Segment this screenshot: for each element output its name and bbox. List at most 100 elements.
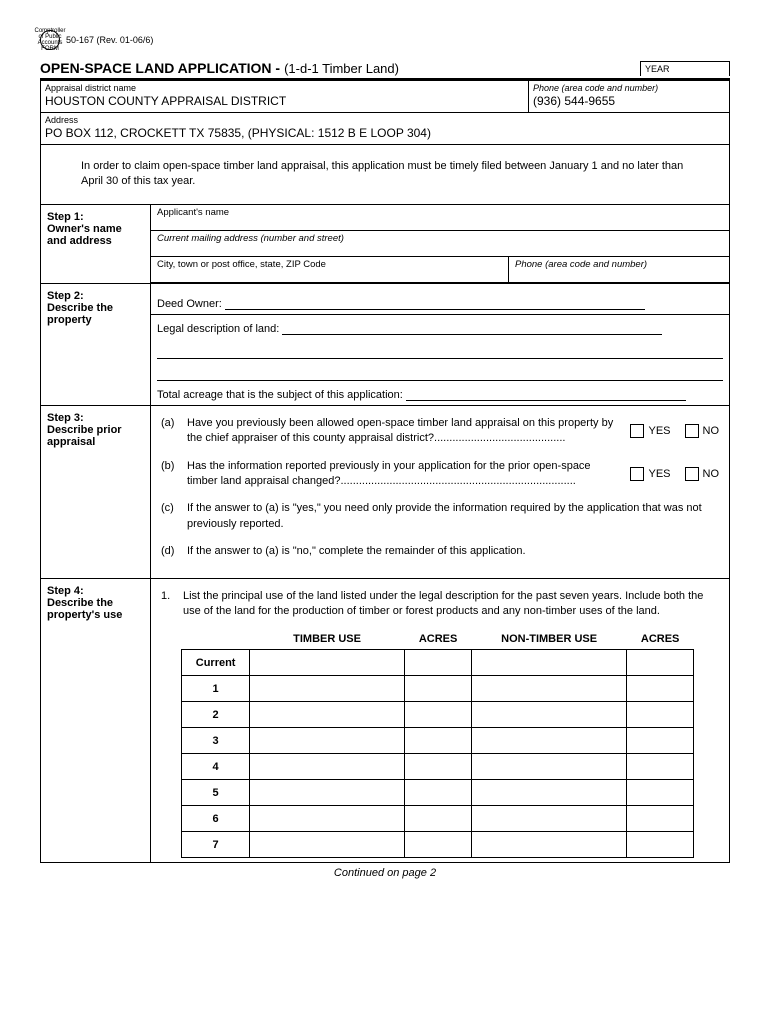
comptroller-seal-icon: Comptroller of Public Accounts FORM (40, 30, 60, 50)
use-cell[interactable] (472, 676, 627, 702)
acres-cell[interactable] (626, 650, 693, 676)
acres-cell[interactable] (626, 832, 693, 858)
q-b-yes[interactable]: YES (630, 467, 670, 482)
use-cell[interactable] (250, 676, 405, 702)
acres-cell[interactable] (626, 806, 693, 832)
year-cell: 2 (182, 702, 250, 728)
title-row: OPEN-SPACE LAND APPLICATION - (1-d-1 Tim… (40, 60, 730, 80)
col-acres-2: ACRES (626, 629, 693, 650)
acres-cell[interactable] (626, 754, 693, 780)
question-a-yn: YES NO (630, 416, 719, 439)
form-number: 50-167 (Rev. 01-06/6) (66, 35, 153, 45)
acres-cell[interactable] (404, 676, 471, 702)
q-a-yes[interactable]: YES (630, 424, 670, 439)
step-4: Step 4: Describe the property's use 1. L… (41, 579, 729, 863)
use-cell[interactable] (472, 754, 627, 780)
use-cell[interactable] (250, 806, 405, 832)
use-cell[interactable] (250, 650, 405, 676)
use-cell[interactable] (250, 754, 405, 780)
step-3-content: (a) Have you previously been allowed ope… (151, 406, 729, 578)
district-address-row: Address PO BOX 112, CROCKETT TX 75835, (… (41, 113, 729, 145)
form-header: Comptroller of Public Accounts FORM 50-1… (40, 30, 730, 50)
year-cell: 4 (182, 754, 250, 780)
acres-cell[interactable] (404, 650, 471, 676)
acres-cell[interactable] (404, 754, 471, 780)
year-cell: 7 (182, 832, 250, 858)
table-row: 5 (182, 780, 694, 806)
acres-cell[interactable] (404, 780, 471, 806)
step-3: Step 3: Describe prior appraisal (a) Hav… (41, 406, 729, 579)
use-cell[interactable] (472, 806, 627, 832)
year-cell: 3 (182, 728, 250, 754)
table-row: 3 (182, 728, 694, 754)
step-1: Step 1: Owner's name and address Applica… (41, 205, 729, 284)
mailing-address-field[interactable]: Current mailing address (number and stre… (151, 231, 729, 257)
step-4-intro: 1. List the principal use of the land li… (161, 589, 719, 620)
acres-cell[interactable] (404, 728, 471, 754)
table-row: 4 (182, 754, 694, 780)
question-b-yn: YES NO (630, 459, 719, 482)
use-cell[interactable] (472, 728, 627, 754)
acres-cell[interactable] (626, 780, 693, 806)
city-phone-row: City, town or post office, state, ZIP Co… (151, 257, 729, 283)
checkbox-icon (685, 424, 699, 438)
acres-cell[interactable] (626, 702, 693, 728)
step-2-label: Step 2: Describe the property (41, 284, 151, 405)
step-4-content: 1. List the principal use of the land li… (151, 579, 729, 863)
checkbox-icon (630, 467, 644, 481)
use-cell[interactable] (250, 780, 405, 806)
acres-cell[interactable] (626, 676, 693, 702)
step-1-content: Applicant's name Current mailing address… (151, 205, 729, 283)
year-cell: 1 (182, 676, 250, 702)
year-cell: Current (182, 650, 250, 676)
year-cell: 5 (182, 780, 250, 806)
acreage-field[interactable]: Total acreage that is the subject of thi… (151, 381, 729, 405)
table-row: 2 (182, 702, 694, 728)
question-d: (d) If the answer to (a) is "no," comple… (161, 544, 719, 559)
district-phone-value: (936) 544-9655 (533, 93, 725, 108)
address-label: Address (45, 115, 725, 125)
applicant-name-field[interactable]: Applicant's name (151, 205, 729, 231)
q-a-no[interactable]: NO (685, 424, 720, 439)
use-cell[interactable] (472, 650, 627, 676)
col-acres-1: ACRES (404, 629, 471, 650)
city-field[interactable]: City, town or post office, state, ZIP Co… (151, 257, 509, 283)
year-label: YEAR (645, 64, 670, 74)
legal-desc-field[interactable]: Legal description of land: (151, 315, 729, 337)
form-body: Appraisal district name HOUSTON COUNTY A… (40, 80, 730, 863)
use-cell[interactable] (250, 728, 405, 754)
question-a: (a) Have you previously been allowed ope… (161, 416, 719, 447)
acres-cell[interactable] (404, 806, 471, 832)
use-table-body: Current1234567 (182, 650, 694, 858)
question-c: (c) If the answer to (a) is "yes," you n… (161, 501, 719, 532)
year-cell: 6 (182, 806, 250, 832)
legal-desc-line-3[interactable] (157, 359, 723, 381)
form-subtitle: (1-d-1 Timber Land) (284, 61, 399, 76)
year-box[interactable]: YEAR (640, 61, 730, 76)
acres-cell[interactable] (404, 702, 471, 728)
acres-cell[interactable] (626, 728, 693, 754)
district-phone-cell: Phone (area code and number) (936) 544-9… (529, 81, 729, 113)
district-phone-label: Phone (area code and number) (533, 83, 725, 93)
legal-desc-line-2[interactable] (157, 337, 723, 359)
step-2: Step 2: Describe the property Deed Owner… (41, 284, 729, 406)
table-row: 1 (182, 676, 694, 702)
use-cell[interactable] (472, 702, 627, 728)
owner-phone-field[interactable]: Phone (area code and number) (509, 257, 729, 283)
form-title: OPEN-SPACE LAND APPLICATION - (40, 60, 280, 76)
use-cell[interactable] (472, 832, 627, 858)
checkbox-icon (630, 424, 644, 438)
acres-cell[interactable] (404, 832, 471, 858)
step-2-content: Deed Owner: Legal description of land: T… (151, 284, 729, 405)
use-cell[interactable] (250, 832, 405, 858)
use-cell[interactable] (250, 702, 405, 728)
col-timber-use: TIMBER USE (250, 629, 405, 650)
deed-owner-field[interactable]: Deed Owner: (151, 284, 729, 315)
table-row: 6 (182, 806, 694, 832)
address-value: PO BOX 112, CROCKETT TX 75835, (PHYSICAL… (45, 125, 725, 140)
table-row: Current (182, 650, 694, 676)
use-cell[interactable] (472, 780, 627, 806)
q-b-no[interactable]: NO (685, 467, 720, 482)
continued-text: Continued on page 2 (40, 863, 730, 879)
instruction-text: In order to claim open-space timber land… (41, 145, 729, 205)
